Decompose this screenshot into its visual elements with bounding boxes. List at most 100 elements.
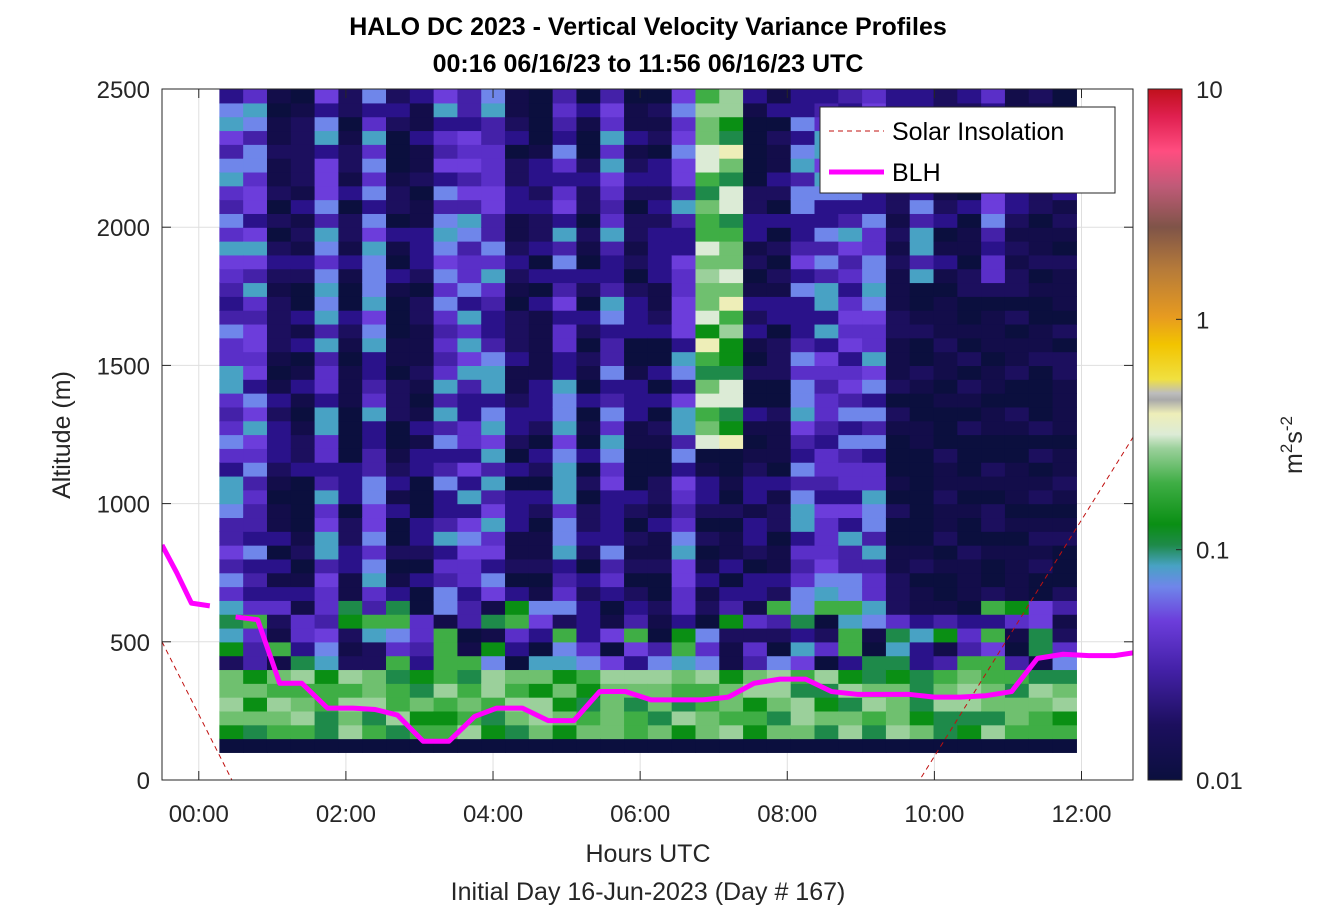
heatmap-cell <box>457 600 482 615</box>
heatmap-cell <box>981 600 1006 615</box>
heatmap-cell <box>457 185 482 201</box>
heatmap-cell <box>552 144 578 159</box>
heatmap-cell <box>814 627 839 643</box>
heatmap-cell <box>600 393 625 408</box>
heatmap-cell <box>1004 89 1030 104</box>
legend-label-solar: Solar Insolation <box>892 118 1064 146</box>
heatmap-cell <box>362 627 387 643</box>
heatmap-cell <box>933 434 958 449</box>
heatmap-cell <box>552 296 578 311</box>
heatmap-cell <box>600 558 625 574</box>
heatmap-cell <box>719 102 744 118</box>
heatmap-cell <box>243 89 268 104</box>
heatmap-cell <box>433 545 459 560</box>
heatmap-cell <box>409 158 435 173</box>
heatmap-cell <box>885 254 911 270</box>
heatmap-cell <box>719 116 744 132</box>
heatmap-cell <box>695 241 720 256</box>
heatmap-cell <box>481 710 506 726</box>
heatmap-cell <box>266 268 292 284</box>
heatmap-cell <box>838 448 863 463</box>
heatmap-cell <box>457 268 482 284</box>
chart-title: HALO DC 2023 - Vertical Velocity Varianc… <box>349 13 947 41</box>
heatmap-cell <box>933 600 958 615</box>
heatmap-cell <box>695 531 720 546</box>
heatmap-cell <box>552 393 578 408</box>
heatmap-cell <box>600 655 625 671</box>
heatmap-cell <box>1028 365 1054 380</box>
heatmap-cell <box>528 475 554 491</box>
heatmap-cell <box>624 116 649 132</box>
heatmap-cell <box>695 393 720 408</box>
heatmap-cell <box>885 393 911 408</box>
heatmap-cell <box>433 683 459 698</box>
heatmap-cell <box>386 268 411 284</box>
heatmap-cell <box>362 158 387 173</box>
heatmap-cell <box>433 158 459 173</box>
heatmap-cell <box>981 310 1006 325</box>
heatmap-cell <box>409 517 435 532</box>
heatmap-cell <box>552 254 578 270</box>
heatmap-cell <box>838 434 863 449</box>
heatmap-cell <box>290 351 316 366</box>
heatmap-cell <box>885 738 911 753</box>
heatmap-cell <box>719 738 744 753</box>
heatmap-cell <box>528 213 554 228</box>
heatmap-cell <box>386 379 411 394</box>
heatmap-cell <box>362 102 387 118</box>
heatmap-cell <box>624 185 649 201</box>
heatmap-cell <box>362 213 387 228</box>
heatmap-cell <box>624 503 649 519</box>
heatmap-cell <box>338 710 363 726</box>
heatmap-cell <box>409 586 435 601</box>
heatmap-cell <box>862 393 887 408</box>
heatmap-cell <box>838 655 863 671</box>
heatmap-cell <box>290 434 316 449</box>
heatmap-cell <box>338 241 363 256</box>
heatmap-cell <box>838 254 863 270</box>
heatmap-cell <box>362 171 387 187</box>
heatmap-cell <box>862 254 887 270</box>
heatmap-cell <box>909 420 935 436</box>
heatmap-cell <box>362 545 387 560</box>
heatmap-cell <box>1004 213 1030 228</box>
heatmap-cell <box>624 199 649 214</box>
heatmap-cell <box>909 475 935 491</box>
heatmap-cell <box>1052 337 1077 353</box>
heatmap-cell <box>1028 669 1054 684</box>
heatmap-cell <box>433 282 459 297</box>
heatmap-cell <box>862 282 887 297</box>
heatmap-cell <box>290 185 316 201</box>
heatmap-cell <box>790 282 816 297</box>
heatmap-cell <box>290 558 316 574</box>
heatmap-cell <box>1004 406 1030 422</box>
heatmap-cell <box>790 241 816 256</box>
heatmap-cell <box>243 669 268 684</box>
heatmap-cell <box>1004 738 1030 753</box>
heatmap-cell <box>600 641 625 657</box>
heatmap-cell <box>600 351 625 366</box>
heatmap-cell <box>481 475 506 491</box>
heatmap-cell <box>743 310 768 325</box>
heatmap-cell <box>457 199 482 214</box>
heatmap-cell <box>528 738 554 753</box>
heatmap-cell <box>671 531 697 546</box>
heatmap-cell <box>790 351 816 366</box>
heatmap-cell <box>528 227 554 242</box>
heatmap-cell <box>243 213 268 228</box>
heatmap-cell <box>814 420 839 436</box>
heatmap-cell <box>814 434 839 449</box>
heatmap-cell <box>243 323 268 339</box>
heatmap-cell <box>719 310 744 325</box>
heatmap-cell <box>790 393 816 408</box>
heatmap-cell <box>219 531 244 546</box>
heatmap-cell <box>576 241 601 256</box>
heatmap-cell <box>314 296 340 311</box>
heatmap-cell <box>933 641 958 657</box>
heatmap-cell <box>290 462 316 477</box>
heatmap-cell <box>481 365 506 380</box>
heatmap-cell <box>624 171 649 187</box>
heatmap-cell <box>862 669 887 684</box>
heatmap-cell <box>1004 420 1030 436</box>
heatmap-cell <box>695 545 720 560</box>
